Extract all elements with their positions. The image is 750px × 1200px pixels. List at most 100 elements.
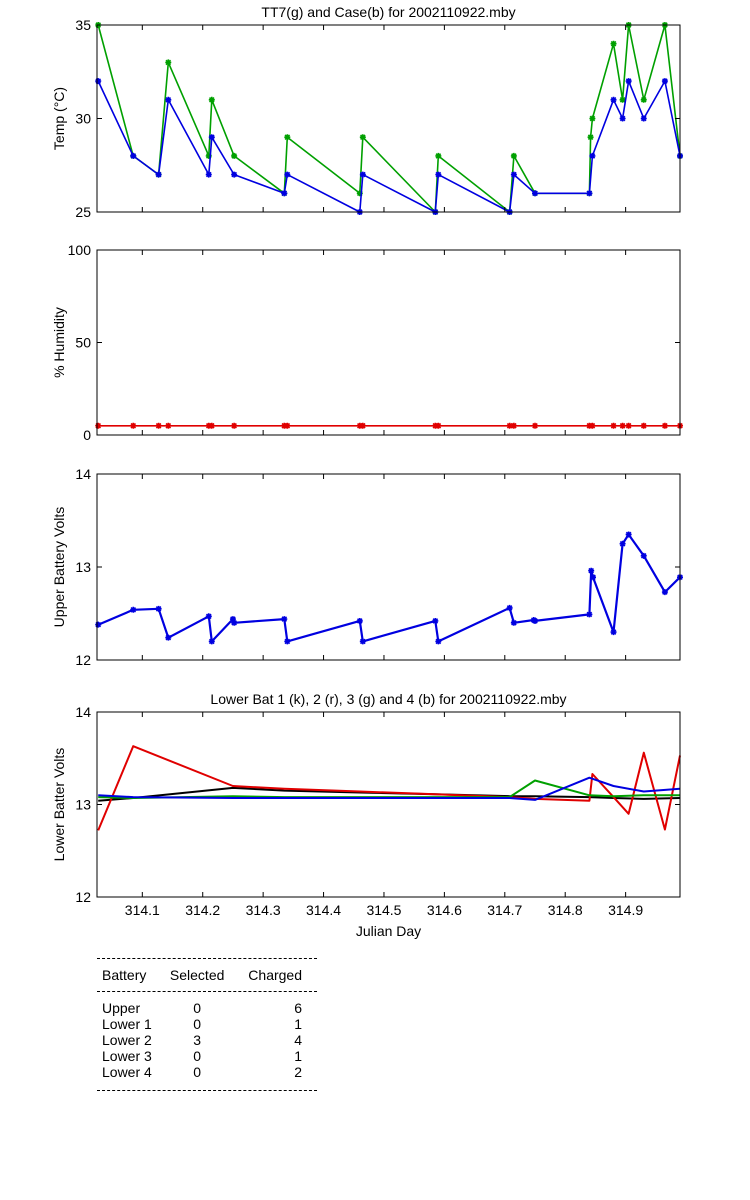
data-point-marker xyxy=(208,638,215,645)
charged-count: 6 xyxy=(294,1000,302,1016)
data-point-marker xyxy=(619,540,626,547)
y-tick-label: 14 xyxy=(75,466,91,482)
y-tick-label: 13 xyxy=(75,559,91,575)
data-point-marker xyxy=(208,422,215,429)
data-point-marker xyxy=(165,634,172,641)
data-point-marker xyxy=(661,422,668,429)
selected-count: 0 xyxy=(193,1016,202,1032)
data-point-marker xyxy=(625,422,632,429)
y-tick-label: 25 xyxy=(75,204,91,220)
table-row: Lower 2 3 4 xyxy=(97,1032,317,1048)
data-point-marker xyxy=(610,96,617,103)
y-tick-label: 13 xyxy=(75,797,91,813)
data-point-marker xyxy=(359,134,366,141)
selected-count: 0 xyxy=(193,1048,202,1064)
battery-name: Lower 1 xyxy=(102,1016,152,1032)
data-point-marker xyxy=(281,190,288,197)
data-point-marker xyxy=(432,617,439,624)
data-point-marker xyxy=(506,422,513,429)
data-point-marker xyxy=(284,171,291,178)
data-point-marker xyxy=(619,115,626,122)
data-point-marker xyxy=(356,617,363,624)
x-tick-label: 314.3 xyxy=(246,902,281,918)
data-point-marker xyxy=(510,619,517,626)
selected-count: 3 xyxy=(193,1032,202,1048)
table-row: Lower 3 0 1 xyxy=(97,1048,317,1064)
data-point-marker xyxy=(205,171,212,178)
data-point-marker xyxy=(229,616,236,623)
data-point-marker xyxy=(130,606,137,613)
series-line xyxy=(98,776,681,801)
data-point-marker xyxy=(205,613,212,620)
x-tick-label: 314.9 xyxy=(608,902,643,918)
data-point-marker xyxy=(589,152,596,159)
data-point-marker xyxy=(205,422,212,429)
chart-title: TT7(g) and Case(b) for 2002110922.mby xyxy=(261,4,515,20)
data-point-marker xyxy=(359,171,366,178)
data-point-marker xyxy=(661,78,668,85)
data-point-marker xyxy=(130,152,137,159)
data-point-marker xyxy=(588,567,595,574)
data-point-marker xyxy=(165,422,172,429)
selected-count: 0 xyxy=(193,1064,202,1080)
data-point-marker xyxy=(610,40,617,47)
battery-summary-table: Battery Selected Charged Upper 0 6 Lower… xyxy=(97,958,317,1091)
y-tick-label: 12 xyxy=(75,652,91,668)
data-point-marker xyxy=(510,152,517,159)
data-point-marker xyxy=(155,422,162,429)
battery-name: Lower 4 xyxy=(102,1064,152,1080)
data-point-marker xyxy=(532,617,539,624)
data-point-marker xyxy=(586,611,593,618)
data-point-marker xyxy=(640,422,647,429)
header-selected: Selected xyxy=(169,967,225,983)
data-point-marker xyxy=(506,604,513,611)
data-point-marker xyxy=(231,171,238,178)
series-line xyxy=(97,80,681,213)
data-point-marker xyxy=(610,422,617,429)
x-tick-label: 314.4 xyxy=(306,902,341,918)
data-point-marker xyxy=(155,171,162,178)
plot-frame xyxy=(96,473,681,661)
table-divider xyxy=(97,991,317,992)
data-point-marker xyxy=(532,422,539,429)
y-tick-label: 14 xyxy=(75,704,91,720)
data-point-marker xyxy=(284,638,291,645)
data-point-marker xyxy=(640,96,647,103)
data-point-marker xyxy=(284,134,291,141)
data-point-marker xyxy=(205,152,212,159)
data-point-marker xyxy=(586,422,593,429)
y-axis-label: Upper Battery Volts xyxy=(51,507,67,628)
data-point-marker xyxy=(281,616,288,623)
data-point-marker xyxy=(95,621,102,628)
data-point-marker xyxy=(510,171,517,178)
data-point-marker xyxy=(208,134,215,141)
data-point-marker xyxy=(208,96,215,103)
x-tick-label: 314.7 xyxy=(487,902,522,918)
x-tick-label: 314.8 xyxy=(548,902,583,918)
data-point-marker xyxy=(625,531,632,538)
data-point-marker xyxy=(435,422,442,429)
data-point-marker xyxy=(165,96,172,103)
data-point-marker xyxy=(130,422,137,429)
data-point-marker xyxy=(95,422,102,429)
data-point-marker xyxy=(589,115,596,122)
table-divider xyxy=(97,958,317,959)
data-point-marker xyxy=(586,190,593,197)
data-point-marker xyxy=(532,190,539,197)
data-point-marker xyxy=(284,422,291,429)
data-point-marker xyxy=(231,422,238,429)
table-divider xyxy=(97,1090,317,1091)
series-line xyxy=(97,533,681,643)
data-point-marker xyxy=(359,422,366,429)
data-point-marker xyxy=(155,605,162,612)
data-point-marker xyxy=(661,589,668,596)
y-tick-label: 100 xyxy=(68,242,92,258)
y-tick-label: 35 xyxy=(75,17,91,33)
y-tick-label: 0 xyxy=(83,427,91,443)
battery-report-charts: 25 30 35 TT7(g) and Case(b) for 2002110922.… xyxy=(51,4,683,939)
charged-count: 1 xyxy=(294,1048,302,1064)
data-point-marker xyxy=(435,152,442,159)
table-header-row: Battery Selected Charged xyxy=(97,967,317,983)
plot-frame xyxy=(96,249,681,436)
data-point-marker xyxy=(281,422,288,429)
